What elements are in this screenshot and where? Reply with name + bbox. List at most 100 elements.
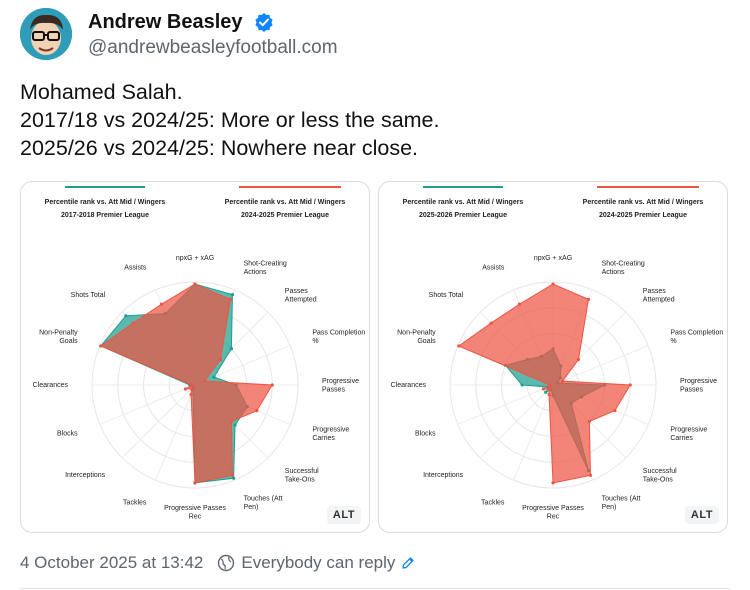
- legend-header: Percentile rank vs. Att Mid / Wingers: [583, 199, 704, 206]
- radar-point: [255, 409, 259, 413]
- axis-label: Shot-Creating Actions: [244, 261, 287, 277]
- radar-point: [544, 390, 548, 394]
- axis-label: Passes Attempted: [285, 288, 317, 304]
- radar-point: [547, 387, 551, 391]
- post-line: Mohamed Salah.: [20, 80, 183, 104]
- axis-label: Interceptions: [423, 472, 464, 479]
- axis-label: Progressive Carries: [312, 427, 349, 443]
- axis-label: Progressive Passes: [680, 378, 717, 394]
- radar-point: [551, 481, 555, 485]
- legend-subheader: 2025-2026 Premier League: [419, 212, 507, 219]
- grid-spoke: [552, 345, 649, 386]
- axis-label: Successful Take-Ons: [285, 468, 319, 484]
- axis-label: Progressive Passes Rec: [522, 505, 584, 521]
- chart-title: Mohamed Salah: [436, 182, 489, 184]
- radar-point: [189, 392, 193, 397]
- pencil-icon[interactable]: [401, 556, 415, 570]
- chart-title: Mohamed Salah: [616, 182, 669, 184]
- alt-button[interactable]: ALT: [684, 506, 719, 524]
- radar-chart: Mohamed Salah Mohamed Salah Percentile ran…: [391, 182, 724, 521]
- axis-label: Clearances: [391, 382, 427, 389]
- legend-header: Percentile rank vs. Att Mid / Wingers: [403, 199, 524, 206]
- reply-setting[interactable]: Everybody can reply: [217, 553, 415, 573]
- radar-point: [193, 481, 197, 485]
- verified-badge-icon: [255, 13, 273, 32]
- axis-label: Blocks: [415, 431, 436, 438]
- legend-subheader: 2024-2025 Premier League: [241, 212, 329, 219]
- axis-label: Non-Penalty Goals: [397, 329, 436, 345]
- axis-label: Progressive Carries: [670, 427, 707, 443]
- radar-point: [548, 383, 552, 387]
- radar-point: [202, 379, 207, 383]
- axis-label: Blocks: [57, 431, 78, 438]
- radar-point: [560, 379, 565, 383]
- radar-point: [551, 282, 555, 286]
- divider: [20, 588, 730, 589]
- globe-icon: [218, 554, 235, 572]
- chart-title: Mohamed Salah: [258, 182, 311, 184]
- axis-label: Tackles: [123, 499, 147, 506]
- radar-point: [613, 409, 617, 413]
- legend-header: Percentile rank vs. Att Mid / Wingers: [225, 199, 346, 206]
- axis-label: Successful Take-Ons: [643, 468, 677, 484]
- avatar[interactable]: [20, 8, 72, 60]
- radar-chart: Mohamed Salah Mohamed Salah Percentile ran…: [33, 182, 366, 521]
- grid-spoke: [479, 384, 554, 459]
- post-line: 2025/26 vs 2024/25: Nowhere near close.: [20, 136, 419, 160]
- radar-point: [99, 344, 103, 348]
- legend-subheader: 2017-2018 Premier League: [61, 212, 149, 219]
- axis-label: Assists: [124, 265, 147, 272]
- axis-label: Pass Completion%: [312, 329, 365, 345]
- timestamp[interactable]: 4 October 2025 at 13:42: [20, 553, 204, 572]
- axis-label: Interceptions: [65, 472, 106, 479]
- axis-label: Shot-Creating Actions: [602, 261, 645, 277]
- radar-point: [270, 383, 274, 387]
- radar-point: [218, 357, 223, 362]
- radar-point: [193, 282, 197, 286]
- grid-spoke: [155, 384, 196, 481]
- radar-point: [124, 314, 128, 318]
- grid-spoke: [121, 384, 196, 459]
- axis-label: Passes Attempted: [643, 288, 675, 304]
- axis-label: Non-Penalty Goals: [39, 329, 78, 345]
- axis-label: Assists: [482, 265, 505, 272]
- radar-point: [587, 419, 592, 424]
- radar-point: [230, 292, 235, 297]
- radar-point: [576, 357, 581, 362]
- axis-label: Progressive Passes: [322, 378, 359, 394]
- radar-point: [183, 387, 188, 391]
- radar-image-2[interactable]: Mohamed Salah Mohamed Salah Percentile ran…: [378, 181, 728, 533]
- radar-point: [517, 302, 522, 306]
- axis-label: Touches (Att Pen): [602, 495, 641, 511]
- radar-image-1[interactable]: Mohamed Salah Mohamed Salah Percentile ran…: [20, 181, 370, 533]
- legend-subheader: 2024-2025 Premier League: [599, 212, 687, 219]
- radar-point: [628, 383, 632, 387]
- radar-point: [189, 387, 193, 391]
- grid-spoke: [457, 384, 554, 425]
- radar-point: [228, 297, 233, 301]
- radar-point: [489, 321, 493, 325]
- axis-label: npxG + xAG: [534, 255, 572, 262]
- axis-label: npxG + xAG: [176, 255, 214, 262]
- radar-point: [586, 297, 591, 301]
- chart-title: Mohamed Salah: [78, 182, 131, 184]
- author-name[interactable]: Andrew Beasley: [88, 11, 243, 33]
- radar-point: [212, 375, 216, 379]
- legend-header: Percentile rank vs. Att Mid / Wingers: [45, 199, 166, 206]
- post-meta: 4 October 2025 at 13:42 Everybody can re…: [20, 553, 415, 573]
- post-text: Mohamed Salah. 2017/18 vs 2024/25: More …: [20, 78, 440, 162]
- radar-point: [190, 383, 194, 387]
- radar-point: [547, 392, 551, 397]
- axis-label: Shots Total: [71, 292, 106, 299]
- radar-point: [520, 383, 524, 387]
- radar-point: [229, 419, 234, 424]
- grid-spoke: [99, 384, 196, 425]
- reply-label: Everybody can reply: [241, 553, 396, 572]
- alt-button[interactable]: ALT: [326, 506, 361, 524]
- post-line: 2017/18 vs 2024/25: More or less the sam…: [20, 108, 440, 132]
- radar-point: [159, 302, 164, 306]
- radar-point: [541, 387, 546, 391]
- radar-point: [233, 423, 237, 427]
- author-handle[interactable]: @andrewbeasleyfootball.com: [88, 37, 338, 58]
- radar-point: [588, 473, 593, 478]
